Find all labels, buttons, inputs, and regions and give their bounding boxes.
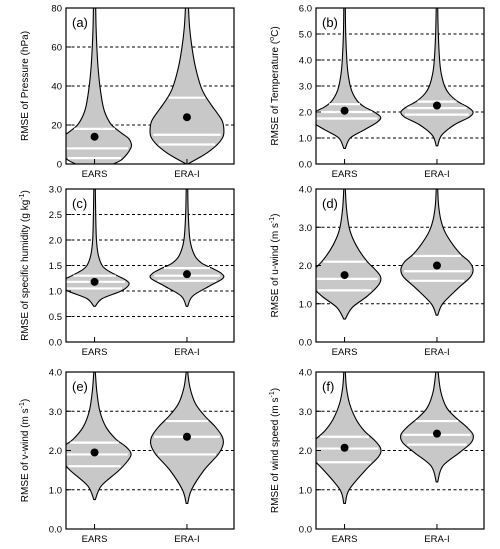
violin-era-i	[400, 189, 474, 316]
x-tick-label: ERA-I	[424, 169, 449, 180]
y-tick-label: 0	[57, 160, 62, 171]
mean-point	[432, 101, 441, 110]
y-tick-label: 4.0	[299, 56, 312, 67]
mean-point	[182, 432, 191, 441]
y-tick-label: 2.0	[299, 108, 312, 119]
x-tick-label: ERA-I	[174, 169, 199, 180]
violin-ears	[66, 189, 130, 307]
mean-point	[90, 448, 99, 457]
x-tick-label: EARS	[332, 347, 358, 358]
y-tick-label: 0.0	[299, 160, 312, 171]
y-tick-label: 1.0	[299, 299, 312, 310]
y-tick-label: 2.5	[49, 210, 62, 221]
panel-f: 0.0 1.0 2.0 3.0 4.0 EARS ERA-I (f) RMSE of wind …	[269, 368, 485, 545]
y-tick-label: 3.0	[299, 407, 312, 418]
panel-a: 0 20 40 60 80 EARS ERA-I (a) RMSE of Pressure (h…	[20, 4, 235, 180]
panel-label: (a)	[72, 15, 88, 30]
x-tick-label: EARS	[82, 534, 108, 545]
mean-point	[432, 429, 441, 438]
panel-d: 0.0 1.0 2.0 3.0 4.0 EARS ERA-I (d) RMSE of u-win…	[269, 185, 485, 358]
mean-point	[90, 132, 99, 141]
y-tick-label: 1.5	[49, 261, 62, 272]
violin-ears	[66, 372, 132, 501]
y-axis-label: RMSE of v-wind (m s-1)	[19, 399, 31, 502]
mean-point	[340, 271, 349, 280]
y-axis-label: RMSE of specific humidity (g kg-1)	[19, 190, 31, 341]
panel-c: 0.0 0.5 1.0 1.5 2.0 2.5 3.0 EARS ERA-I (c) RMSE of…	[19, 185, 235, 358]
y-axis-label: RMSE of wind speed (m s-1)	[269, 388, 281, 513]
panel-label: (e)	[72, 379, 88, 394]
violin-era-i	[399, 372, 474, 483]
y-tick-label: 6.0	[299, 4, 312, 15]
y-tick-label: 4.0	[299, 368, 312, 379]
mean-point	[90, 277, 99, 286]
x-tick-label: ERA-I	[174, 534, 199, 545]
x-tick-label: ERA-I	[424, 534, 449, 545]
panel-b: 0.0 1.0 2.0 3.0 4.0 5.0 6.0 EARS ERA-I (b) RMSE of…	[269, 4, 485, 180]
y-tick-label: 4.0	[299, 185, 312, 196]
x-tick-label: EARS	[332, 534, 358, 545]
y-tick-label: 2.0	[299, 446, 312, 457]
y-axis-label: RMSE of Pressure (hPa)	[20, 31, 31, 141]
y-tick-label: 3.0	[49, 185, 62, 196]
y-tick-label: 0.0	[299, 525, 312, 536]
x-tick-label: EARS	[82, 347, 108, 358]
x-tick-label: ERA-I	[424, 347, 449, 358]
x-tick-label: EARS	[332, 169, 358, 180]
y-tick-label: 5.0	[299, 30, 312, 41]
violin-ears	[316, 8, 382, 149]
y-tick-label: 4.0	[49, 368, 62, 379]
y-tick-label: 3.0	[299, 223, 312, 234]
y-axis-label: RMSE of Temperature (oC)	[269, 26, 281, 145]
violin-era-i	[400, 8, 474, 147]
x-tick-label: ERA-I	[174, 347, 199, 358]
violin-era-i	[149, 189, 225, 307]
mean-point	[182, 270, 191, 279]
y-tick-label: 0.5	[49, 312, 62, 323]
mean-point	[340, 106, 349, 115]
panel-label: (c)	[72, 196, 87, 211]
y-tick-label: 1.0	[299, 485, 312, 496]
y-tick-label: 2.0	[299, 261, 312, 272]
y-tick-label: 1.0	[49, 485, 62, 496]
y-tick-label: 20	[51, 121, 62, 132]
x-tick-label: EARS	[82, 169, 108, 180]
violin-ears	[316, 189, 382, 320]
y-tick-label: 0.0	[49, 338, 62, 349]
y-tick-label: 1.0	[49, 287, 62, 298]
y-tick-label: 2.0	[49, 236, 62, 247]
y-tick-label: 80	[51, 4, 62, 15]
panel-label: (f)	[322, 379, 334, 394]
mean-point	[340, 443, 349, 452]
y-tick-label: 1.0	[299, 134, 312, 145]
y-tick-label: 60	[51, 43, 62, 54]
violin-era-i	[149, 8, 225, 164]
mean-point	[182, 113, 191, 122]
y-tick-label: 3.0	[49, 407, 62, 418]
y-tick-label: 0.0	[299, 338, 312, 349]
panel-label: (b)	[322, 15, 338, 30]
y-tick-label: 0.0	[49, 525, 62, 536]
panel-e: 0.0 1.0 2.0 3.0 4.0 EARS ERA-I (e) RMSE of v-win…	[19, 368, 235, 545]
y-axis-label: RMSE of u-wind (m s-1)	[269, 213, 281, 317]
y-tick-label: 2.0	[49, 446, 62, 457]
y-tick-label: 40	[51, 82, 62, 93]
y-tick-label: 3.0	[299, 82, 312, 93]
panel-label: (d)	[322, 196, 338, 211]
violin-ears	[66, 8, 133, 164]
mean-point	[432, 261, 441, 270]
